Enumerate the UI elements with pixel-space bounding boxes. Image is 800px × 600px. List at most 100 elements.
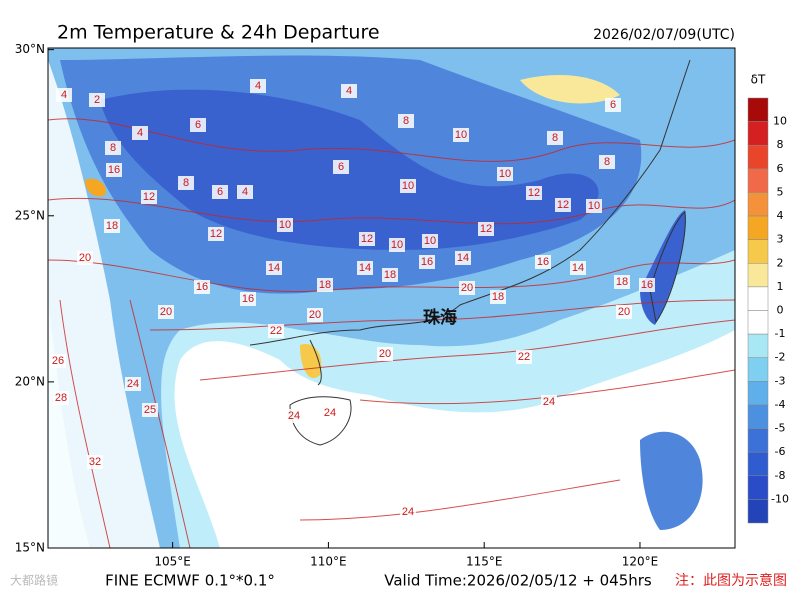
colorbar-tick-label: 1: [777, 280, 784, 293]
contour-label-box: [555, 198, 571, 212]
contour-label: 32: [89, 456, 101, 468]
contour-label-box: [570, 261, 586, 275]
note: 注：此图为示意图: [675, 572, 787, 589]
contour-label-box: [455, 251, 471, 265]
contour-label-box: [398, 114, 414, 128]
contour-label-box: [194, 280, 210, 294]
contour-label: 6: [217, 186, 223, 198]
colorbar-swatch: [747, 215, 769, 240]
contour-label: 20: [618, 306, 630, 318]
colorbar-swatch: [747, 475, 769, 500]
contour-label-box: [125, 377, 141, 391]
contour-label-box: [53, 391, 69, 405]
contour-label-box: [333, 160, 349, 174]
contour-label-box: [459, 281, 475, 295]
x-tick-label: 105°E: [154, 555, 191, 569]
contour-label-box: [389, 238, 405, 252]
contour-label-box: [497, 167, 513, 181]
contour-label: 12: [210, 228, 222, 240]
contour-label: 18: [492, 291, 504, 303]
colorbar-tick-label: -10: [771, 492, 789, 505]
contour-label: 24: [127, 378, 139, 390]
contour-label: 6: [195, 119, 201, 131]
colorbar-swatch: [747, 192, 769, 217]
contour-label: 6: [338, 161, 344, 173]
contour-label-box: [208, 227, 224, 241]
contour-label-box: [377, 347, 393, 361]
contour-label: 4: [137, 127, 143, 139]
contour-label: 18: [319, 279, 331, 291]
contour-label: 18: [616, 276, 628, 288]
contour-label: 6: [610, 99, 616, 111]
contour-label-box: [400, 505, 416, 519]
contour-label-box: [277, 218, 293, 232]
contour-label: 4: [61, 89, 67, 101]
title: 2m Temperature & 24h Departure: [57, 22, 380, 44]
x-tick-label: 120°E: [622, 555, 659, 569]
contour-label-box: [490, 290, 506, 304]
colorbar-swatch: [747, 333, 769, 358]
contour-label: 8: [403, 115, 409, 127]
contour-label-box: [87, 455, 103, 469]
contour-label-box: [237, 185, 253, 199]
contour-label-box: [526, 186, 542, 200]
colorbar-tick-label: 3: [777, 233, 784, 246]
contour-label-box: [605, 98, 621, 112]
contour-label: 20: [79, 252, 91, 264]
contour-label-box: [616, 305, 632, 319]
contour-label-box: [132, 126, 148, 140]
contour-label: 20: [160, 306, 172, 318]
x-tick-label: 115°E: [466, 555, 503, 569]
colorbar-swatch: [747, 286, 769, 311]
contour-label-box: [307, 308, 323, 322]
contour-label-box: [240, 292, 256, 306]
contour-label-box: [266, 261, 282, 275]
contour-label: 24: [288, 410, 300, 422]
contour-label-box: [382, 268, 398, 282]
contour-label: 12: [143, 191, 155, 203]
contour-label-box: [89, 93, 105, 107]
y-tick-label: 15°N: [15, 541, 45, 555]
contour-label-box: [104, 219, 120, 233]
contour-label-box: [614, 275, 630, 289]
contour-label: 18: [106, 220, 118, 232]
contour-label: 14: [572, 262, 584, 274]
colorbar-tick-label: -8: [775, 469, 786, 482]
colorbar-swatch: [747, 97, 769, 122]
contour-label: 14: [359, 262, 371, 274]
contour-label-box: [586, 199, 602, 213]
contour-label-box: [212, 185, 228, 199]
contour-label: 8: [110, 142, 116, 154]
colorbar-tick-label: -4: [775, 398, 786, 411]
contour-label: 20: [461, 282, 473, 294]
contour-label: 10: [402, 180, 414, 192]
contour-label: 24: [324, 407, 336, 419]
contour-label-box: [317, 278, 333, 292]
watermark: 大都路镜: [10, 573, 58, 588]
contour-label-box: [359, 232, 375, 246]
contour-label: 4: [242, 186, 248, 198]
contour-label: 8: [604, 156, 610, 168]
contour-label-box: [478, 222, 494, 236]
contour-label: 22: [270, 325, 282, 337]
contour-label-box: [541, 395, 557, 409]
colorbar-swatch: [747, 144, 769, 170]
contour-label: 20: [309, 309, 321, 321]
colorbar-tick-label: 4: [777, 209, 784, 222]
contour-label-box: [56, 88, 72, 102]
contour-label: 10: [588, 200, 600, 212]
colorbar-swatch: [747, 357, 769, 382]
colorbar-swatch: [747, 499, 769, 524]
contour-label-box: [178, 176, 194, 190]
colorbar-tick-label: 10: [773, 115, 787, 128]
colorbar-swatch: [747, 404, 769, 429]
colorbar-tick-label: -3: [775, 374, 786, 387]
y-tick-label: 20°N: [15, 374, 45, 388]
colorbar-swatch: [747, 310, 769, 335]
contour-label-box: [639, 278, 655, 292]
contour-label: 16: [421, 256, 433, 268]
contour-label: 14: [457, 252, 469, 264]
contour-label: 8: [183, 177, 189, 189]
contour-label: 8: [552, 132, 558, 144]
colorbar-swatch: [747, 263, 769, 288]
